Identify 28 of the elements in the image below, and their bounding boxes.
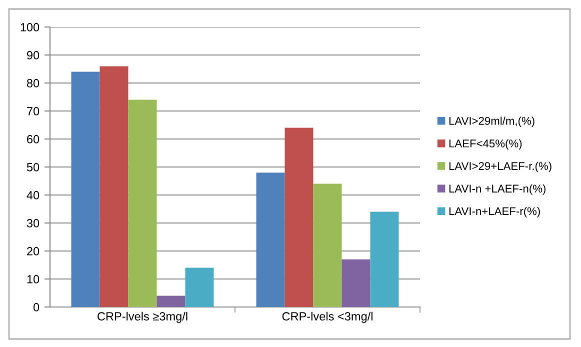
legend-label: LAEF<45%(%) [449, 139, 522, 150]
y-tick-label: 20 [27, 247, 40, 256]
y-tick-label: 100 [20, 23, 40, 32]
bar [185, 268, 214, 307]
y-tick-label: 40 [26, 191, 40, 200]
y-tick-label: 30 [26, 219, 40, 228]
y-tick-label: 90 [27, 51, 40, 60]
bar [313, 184, 342, 307]
y-tick-label: 50 [26, 163, 40, 172]
bar [256, 172, 285, 307]
bar [370, 212, 399, 307]
bar [156, 296, 186, 307]
bar [100, 66, 128, 307]
bar [71, 72, 100, 307]
x-tick-label: CRP-lvels <3mg/l [282, 312, 372, 323]
y-tick-label: 70 [27, 107, 40, 116]
x-tick-label: CRP-lvels ≥3mg/l [98, 312, 188, 323]
y-tick-label: 60 [27, 135, 40, 144]
legend-label: LAVI>29+LAEF-r.(%) [449, 162, 552, 172]
legend-label: LAVI-n+LAEF-r(%) [449, 206, 540, 218]
bar [342, 259, 370, 307]
bar [128, 100, 157, 307]
bar [284, 128, 314, 307]
legend-label: LAVI-n +LAEF-n(%) [449, 184, 546, 195]
y-tick-label: 0 [33, 303, 40, 312]
y-tick-label: 10 [27, 275, 40, 284]
legend-label: LAVI>29ml/m,(%) [449, 116, 534, 128]
y-tick-label: 80 [26, 79, 40, 88]
